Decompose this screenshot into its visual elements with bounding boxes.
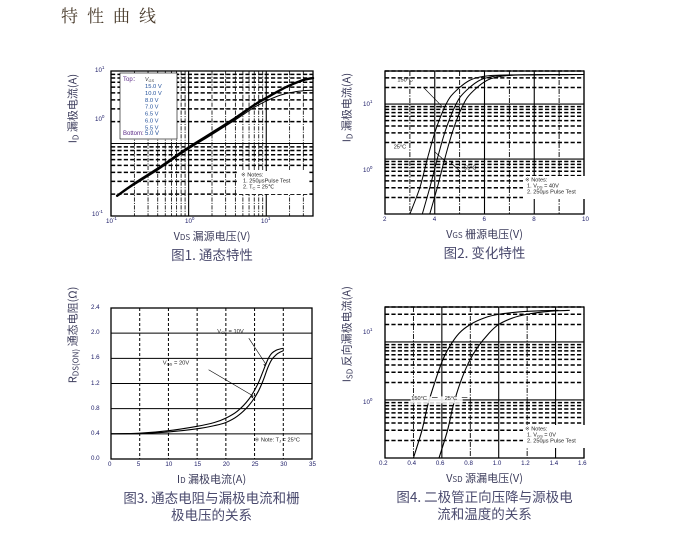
svg-text:5.0 V: 5.0 V (145, 131, 159, 137)
svg-text:VGS = 20V: VGS = 20V (163, 361, 190, 367)
svg-text:VGS = 10V: VGS = 10V (217, 329, 244, 335)
svg-text:-55°C: -55°C (462, 165, 476, 171)
svg-text:8.0 V: 8.0 V (145, 98, 159, 104)
svg-text:15.0 V: 15.0 V (145, 84, 162, 90)
svg-text:※ Notes:: ※ Notes: (525, 426, 548, 433)
svg-text:25°C: 25°C (445, 396, 458, 402)
svg-text:Bottom:: Bottom: (123, 131, 144, 137)
svg-text:2. 250μs Pulse Test: 2. 250μs Pulse Test (527, 439, 576, 445)
svg-text:2. 250μs Pulse Test: 2. 250μs Pulse Test (527, 190, 576, 196)
svg-text:10.0 V: 10.0 V (145, 91, 162, 97)
svg-text:150°C: 150°C (397, 77, 413, 83)
svg-text:※ Notes:: ※ Notes: (241, 172, 264, 179)
svg-text:Top：: Top： (123, 77, 139, 83)
svg-text:2. TC = 25℃: 2. TC = 25℃ (243, 185, 275, 191)
svg-text:25°C: 25°C (394, 145, 407, 151)
svg-text:150°C: 150°C (411, 396, 427, 402)
svg-text:※ Note: TJ = 25°C: ※ Note: TJ = 25°C (255, 436, 300, 443)
svg-text:6.0 V: 6.0 V (145, 119, 159, 125)
svg-text:6.5 V: 6.5 V (145, 112, 159, 118)
svg-text:※ Notes:: ※ Notes: (525, 177, 548, 184)
svg-text:7.0 V: 7.0 V (145, 105, 159, 111)
